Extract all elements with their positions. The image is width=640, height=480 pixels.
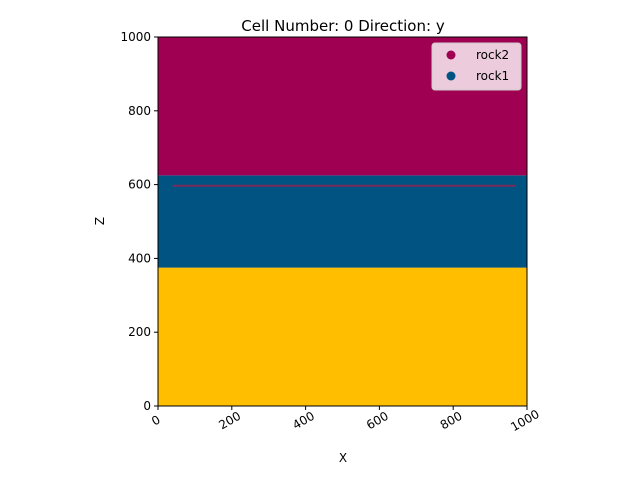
x-tick-label: 800 [438,409,465,433]
x-tick-label: 200 [216,409,243,433]
x-tick-label: 600 [364,409,391,433]
y-tick-label: 1000 [120,30,151,44]
x-axis: 0 200 400 600 800 1000 [149,406,542,434]
layer-fills [158,37,527,406]
x-tick-label: 0 [149,413,163,429]
legend-label-rock2: rock2 [476,48,509,62]
plot-frame [157,36,528,407]
y-axis-label: Z [93,217,107,225]
legend-marker-rock2 [446,50,456,60]
layer-fill-rock1 [158,175,527,268]
y-tick-label: 0 [143,399,151,413]
legend-marker-rock1 [446,71,456,81]
layer-fill-basement-0 [158,267,527,406]
y-tick-label: 200 [128,325,151,339]
legend-label-rock1: rock1 [476,69,509,83]
x-tick-label: 1000 [508,407,541,434]
y-tick-label: 400 [128,251,151,265]
y-axis: 0 200 400 600 800 1000 [120,30,158,413]
x-tick-label: 400 [290,409,317,433]
legend: rock2 rock1 [431,42,522,91]
chart-title: Cell Number: 0 Direction: y [241,17,445,35]
x-axis-label: X [339,451,347,465]
y-tick-label: 600 [128,178,151,192]
y-tick-label: 800 [128,104,151,118]
